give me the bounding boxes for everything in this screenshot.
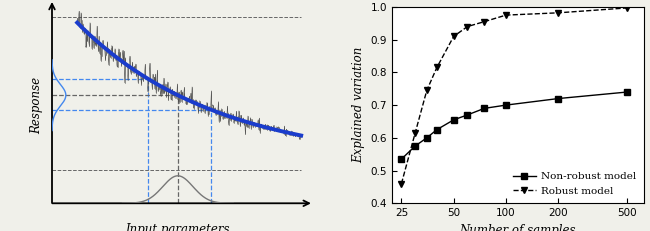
Non-robust model	[554, 97, 562, 100]
Robust model	[480, 20, 488, 23]
Non-robust model	[623, 91, 631, 93]
Robust model	[423, 89, 431, 92]
Non-robust model	[433, 128, 441, 131]
Robust model	[502, 14, 510, 16]
Robust model	[411, 131, 419, 134]
Non-robust model	[411, 145, 419, 147]
Non-robust model	[450, 119, 458, 121]
Robust model	[450, 35, 458, 38]
Text: Response: Response	[31, 76, 44, 134]
Legend: Non-robust model, Robust model: Non-robust model, Robust model	[511, 170, 638, 198]
Non-robust model	[463, 113, 471, 116]
Non-robust model	[423, 137, 431, 139]
Robust model	[463, 25, 471, 28]
Robust model	[398, 182, 406, 185]
Y-axis label: Explained variation: Explained variation	[352, 47, 365, 163]
Robust model	[433, 66, 441, 69]
X-axis label: Number of samples: Number of samples	[460, 224, 576, 231]
Text: Input parameters: Input parameters	[125, 223, 230, 231]
Non-robust model	[502, 104, 510, 106]
Robust model	[623, 6, 631, 9]
Non-robust model	[398, 158, 406, 161]
Line: Robust model: Robust model	[398, 5, 630, 186]
Robust model	[554, 12, 562, 14]
Line: Non-robust model: Non-robust model	[398, 89, 630, 162]
Non-robust model	[480, 107, 488, 110]
